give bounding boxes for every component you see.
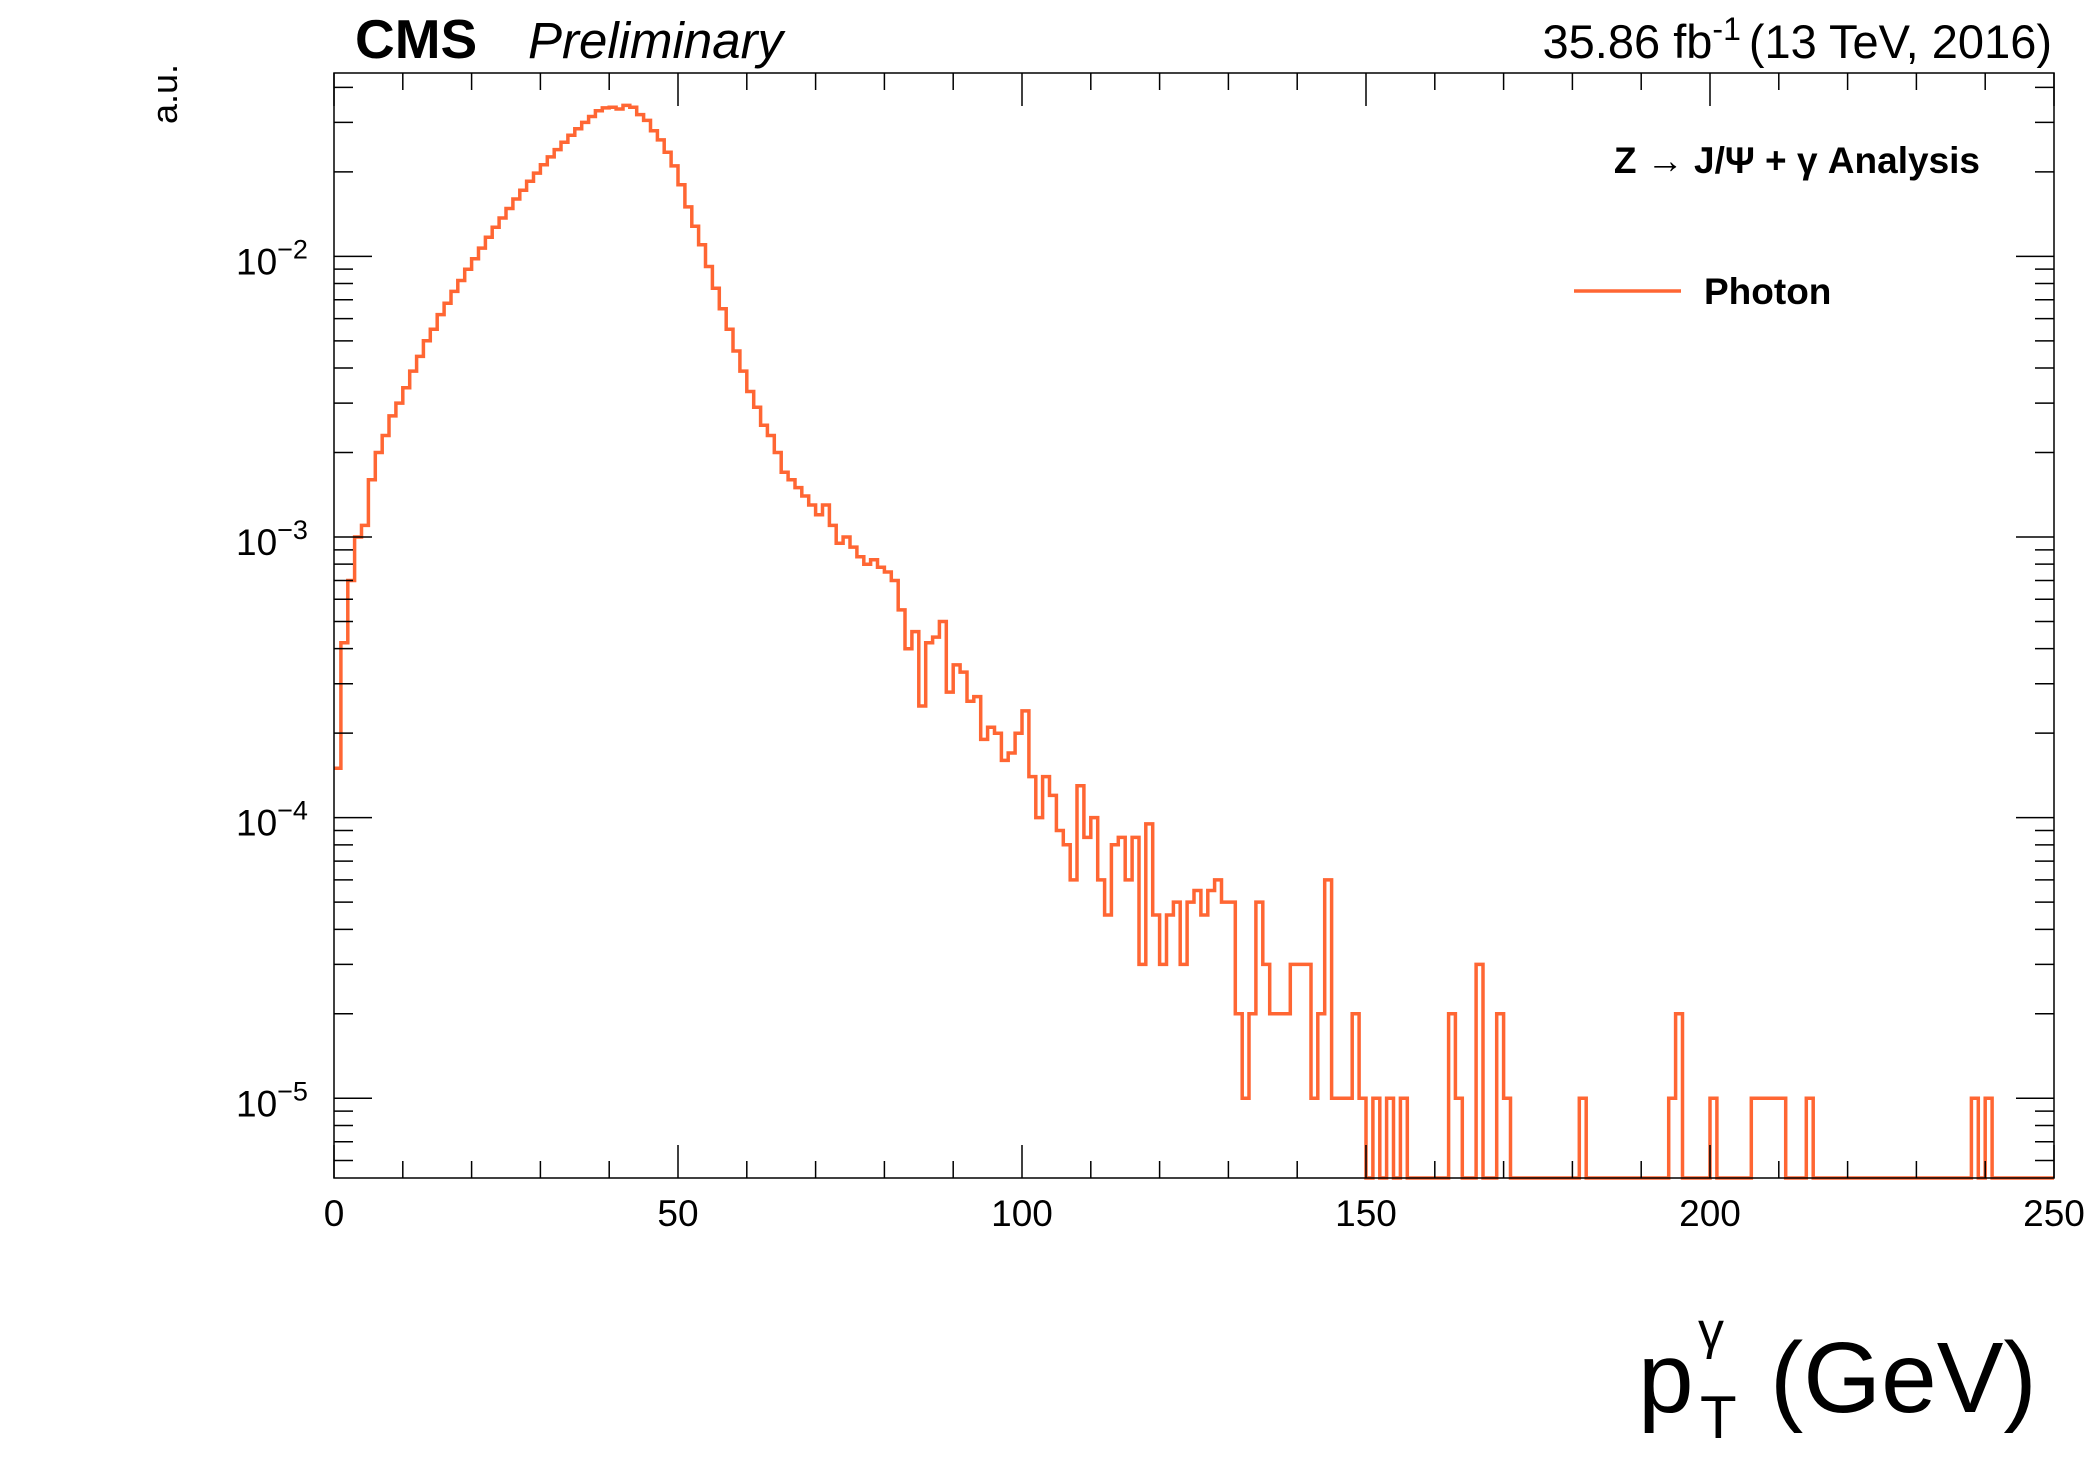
histogram-series-photon <box>334 103 2054 1180</box>
x-axis-title-subscript: T <box>1700 1384 1737 1451</box>
x-tick-label: 200 <box>1679 1193 1741 1234</box>
x-tick-labels: 0 50 100 150 200 250 <box>324 1193 2085 1234</box>
x-tick-label: 150 <box>1335 1193 1397 1234</box>
lumi-exponent: -1 <box>1712 11 1740 47</box>
lumi-energy-year: (13 TeV, 2016) <box>1749 15 2052 68</box>
y-tick-label: 10−5 <box>236 1076 308 1124</box>
x-tick-label: 50 <box>657 1193 698 1234</box>
experiment-label: CMS <box>355 8 477 70</box>
lumi-value: 35.86 fb <box>1543 15 1713 68</box>
axis-ticks <box>333 73 2055 1178</box>
series-layer <box>334 103 2054 1180</box>
luminosity-label: 35.86 fb-1 (13 TeV, 2016) <box>1543 11 2052 68</box>
status-label: Preliminary <box>528 12 787 69</box>
y-tick-label: 10−2 <box>236 234 308 282</box>
plot-frame <box>333 72 2055 1179</box>
x-tick-label: 100 <box>991 1193 1053 1234</box>
x-axis-title-main: p <box>1638 1322 1694 1434</box>
y-tick-labels: 10−5 10−4 10−3 10−2 <box>236 234 308 1124</box>
x-tick-label: 250 <box>2023 1193 2085 1234</box>
x-tick-label: 0 <box>324 1193 345 1234</box>
x-axis-title-unit: (GeV) <box>1770 1322 2037 1434</box>
legend-label-photon: Photon <box>1704 271 1831 312</box>
y-tick-label: 10−4 <box>236 796 308 844</box>
y-tick-label: 10−3 <box>236 515 308 563</box>
legend-analysis-title: Z → J/Ψ + γ Analysis <box>1614 140 1980 181</box>
x-axis-title-superscript: γ <box>1698 1302 1724 1360</box>
y-axis-label: a.u. <box>144 64 185 124</box>
